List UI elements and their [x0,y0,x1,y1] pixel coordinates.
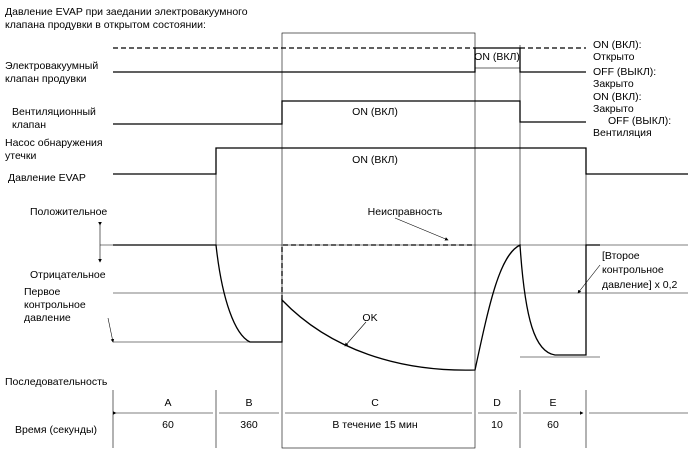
phase-name: E [549,397,556,409]
label: [Второе [602,250,640,262]
phase-name: D [493,397,501,409]
phase-name: B [245,397,252,409]
label: клапана продувки в открытом состоянии: [5,19,206,31]
label: Отрицательное [30,269,106,281]
label: Вентиляционный [12,106,96,118]
label: Электровакуумный [5,60,98,72]
label: Закрыто [593,103,634,115]
label: Вентиляция [593,127,652,139]
phase-time: 60 [162,419,174,431]
phase-time: В течение 15 мин [332,419,418,431]
label: ON (ВКЛ) [352,154,398,166]
label: Закрыто [593,78,634,90]
label: утечки [5,150,36,162]
label: Последовательность [5,376,108,388]
phase-time: 360 [240,419,258,431]
label: Давление EVAP при заедании электровакуум… [5,6,248,18]
label: ON (ВКЛ): [593,39,642,51]
phase-time: 60 [547,419,559,431]
phase-name: A [164,397,171,409]
label: контрольное [24,299,86,311]
layout [98,32,688,449]
label: Насос обнаружения [5,137,103,149]
label: Неисправность [368,206,443,218]
label: OK [362,312,377,324]
label: OFF (ВЫКЛ): [593,66,656,78]
label: ON (ВКЛ) [352,106,398,118]
label: ON (ВКЛ) [474,51,520,63]
label: контрольное [602,264,664,276]
label: OFF (ВЫКЛ): [608,115,671,127]
label: давление] x 0,2 [602,279,678,291]
label: клапан [12,119,46,131]
label: Открыто [593,51,635,63]
phase-name: C [371,397,379,409]
label: Давление EVAP [8,172,86,184]
labels: Давление EVAP при заедании электровакуум… [5,6,678,436]
label: клапан продувки [5,73,87,85]
label: Первое [24,286,61,298]
label: Положительное [30,206,107,218]
label: ON (ВКЛ): [593,91,642,103]
label: давление [24,312,71,324]
phase-time: 10 [491,419,503,431]
label: Время (секунды) [15,424,97,436]
